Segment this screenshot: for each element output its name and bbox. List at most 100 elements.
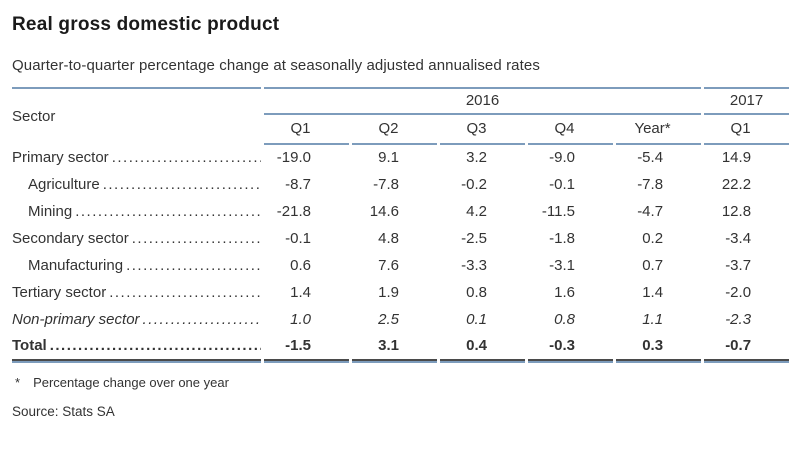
table-row: Agriculture -8.7 -7.8 -0.2 -0.1 -7.8 22.2 <box>12 172 789 199</box>
row-label: Tertiary sector <box>12 285 261 302</box>
row-label-cell: Secondary sector <box>12 226 261 253</box>
row-label-text: Manufacturing <box>28 258 124 275</box>
value-cell: -19.0 <box>276 149 311 167</box>
value-cell: -3.3 <box>461 257 487 275</box>
value-cell: 14.6 <box>369 203 399 221</box>
value-cell: -1.5 <box>264 334 349 361</box>
dot-leader <box>132 231 261 248</box>
gdp-table-head: Sector 2016 2017 Q1 Q2 Q3 Q4 Year* Q1 <box>12 87 790 145</box>
row-label-text: Primary sector <box>12 150 109 167</box>
value-cell: 3.1 <box>352 334 437 361</box>
value-cell: 0.2 <box>642 230 664 248</box>
quarter-column-header: Q4 <box>528 115 613 145</box>
row-label-text: Secondary sector <box>12 231 129 248</box>
dot-leader <box>143 312 261 329</box>
year-group-header: 2017 <box>704 87 790 115</box>
table-bottom-rule <box>12 361 790 363</box>
row-label: Secondary sector <box>12 231 261 248</box>
page-title: Real gross domestic product <box>12 14 280 35</box>
bottom-rule-segment <box>616 361 702 363</box>
value-cell: 12.8 <box>721 203 752 221</box>
value-cell: 1.6 <box>554 284 575 302</box>
bottom-rule-segment <box>12 361 261 363</box>
bottom-rule-segment <box>352 361 437 363</box>
quarter-column-header: Q1 <box>264 115 349 145</box>
gdp-table-body: Primary sector -19.0 9.1 3.2 -9.0 -5.4 14.9 Agr… <box>12 145 790 363</box>
value-cell: -2.3 <box>725 311 752 329</box>
value-cell: 0.1 <box>466 311 487 329</box>
value-cell: 3.2 <box>466 149 487 167</box>
value-cell: 0.4 <box>440 334 525 361</box>
dot-leader <box>112 150 261 167</box>
value-cell: 9.1 <box>378 149 399 167</box>
row-label-cell: Non-primary sector <box>12 307 261 334</box>
value-cell: 2.5 <box>378 311 399 329</box>
row-label: Agriculture <box>12 177 261 194</box>
value-cell: 1.4 <box>642 284 664 302</box>
value-cell: -0.1 <box>285 230 311 248</box>
table-row: Non-primary sector 1.0 2.5 0.1 0.8 1.1 -2.3 <box>12 307 789 334</box>
dot-leader <box>50 338 261 355</box>
value-cell: -5.4 <box>637 149 664 167</box>
bottom-rule-segment <box>440 361 525 363</box>
row-label-text: Mining <box>28 204 73 221</box>
year-group-header: 2016 <box>264 87 702 115</box>
row-label: Total <box>12 338 261 355</box>
value-cell: -9.0 <box>549 149 575 167</box>
value-cell: 0.3 <box>616 334 702 361</box>
value-cell: 22.2 <box>721 176 752 194</box>
value-cell: -2.0 <box>725 284 752 302</box>
value-cell: -7.8 <box>637 176 664 194</box>
table-row: Mining -21.8 14.6 4.2 -11.5 -4.7 12.8 <box>12 199 789 226</box>
value-cell: -8.7 <box>285 176 311 194</box>
value-cell: -0.7 <box>704 334 790 361</box>
row-label-text: Agriculture <box>28 177 100 194</box>
table-row: Total -1.53.10.4-0.30.3-0.7 <box>12 334 790 361</box>
value-cell: 0.8 <box>466 284 487 302</box>
row-label: Manufacturing <box>12 258 261 275</box>
quarter-header-row: Q1 Q2 Q3 Q4 Year* Q1 <box>12 115 790 145</box>
row-label: Non-primary sector <box>12 312 261 329</box>
quarter-column-header: Q3 <box>440 115 525 145</box>
value-cell: 1.1 <box>642 311 664 329</box>
bottom-rule-segment <box>704 361 790 363</box>
value-cell: -0.2 <box>461 176 487 194</box>
value-cell: 1.9 <box>378 284 399 302</box>
row-label-text: Tertiary sector <box>12 285 107 302</box>
value-cell: -0.3 <box>528 334 613 361</box>
dot-leader <box>126 258 261 275</box>
row-label: Mining <box>12 204 261 221</box>
row-label-text: Total <box>12 338 47 355</box>
table-row: Manufacturing 0.6 7.6 -3.3 -3.1 0.7 -3.7 <box>12 253 789 280</box>
table-row: Primary sector -19.0 9.1 3.2 -9.0 -5.4 14.9 <box>12 145 789 172</box>
row-label-text: Non-primary sector <box>12 312 140 329</box>
row-label-cell: Total <box>12 334 261 361</box>
value-cell: -3.4 <box>725 230 752 248</box>
value-cell: 1.0 <box>290 311 311 329</box>
row-label-cell: Tertiary sector <box>12 280 261 307</box>
value-cell: -1.8 <box>549 230 575 248</box>
value-cell: 0.7 <box>642 257 664 275</box>
row-label: Primary sector <box>12 150 261 167</box>
page: Real gross domestic product Quarter-to-q… <box>0 0 800 419</box>
dot-leader <box>75 204 261 221</box>
value-cell: -3.7 <box>725 257 752 275</box>
value-cell: 1.4 <box>290 284 311 302</box>
row-label-cell: Manufacturing <box>12 253 261 280</box>
dot-leader <box>103 177 261 194</box>
value-cell: 7.6 <box>378 257 399 275</box>
sector-column-header: Sector <box>12 87 261 145</box>
value-cell: 14.9 <box>721 149 752 167</box>
value-cell: -7.8 <box>373 176 399 194</box>
value-cell: -11.5 <box>541 203 575 221</box>
value-cell: -3.1 <box>549 257 575 275</box>
quarter-column-header: Q1 <box>704 115 790 145</box>
bottom-rule-segment <box>264 361 349 363</box>
quarter-column-header: Year* <box>616 115 702 145</box>
footnote-marker: * <box>15 375 21 390</box>
dot-leader <box>109 285 261 302</box>
value-cell: -21.8 <box>276 203 311 221</box>
row-label-cell: Primary sector <box>12 145 261 172</box>
value-cell: 4.8 <box>378 230 399 248</box>
footnote: * Percentage change over one year <box>12 375 789 390</box>
